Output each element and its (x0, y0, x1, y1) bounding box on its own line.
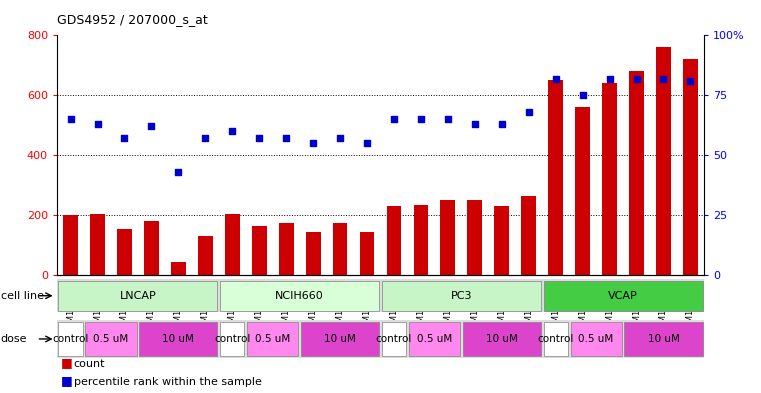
Text: VCAP: VCAP (608, 291, 638, 301)
Point (280, 135, 292, 141)
Bar (463, 322, 541, 356)
Bar (543, 322, 568, 356)
Text: PC3: PC3 (451, 291, 472, 301)
Bar (495, 206, 509, 275)
Bar (220, 322, 244, 356)
Bar (59, 322, 83, 356)
Bar (59, 281, 218, 311)
Point (442, 116, 454, 122)
Text: LNCAP: LNCAP (119, 291, 156, 301)
Bar (413, 205, 428, 275)
Text: control: control (537, 334, 574, 344)
Bar (543, 281, 702, 311)
Text: 0.5 uM: 0.5 uM (417, 334, 452, 344)
Point (65, 116, 77, 122)
Bar (139, 322, 218, 356)
Bar (575, 107, 590, 275)
Text: 10 uM: 10 uM (486, 334, 517, 344)
Text: control: control (53, 334, 89, 344)
Text: 0.5 uM: 0.5 uM (94, 334, 129, 344)
Bar (224, 214, 240, 275)
Point (549, 75, 562, 82)
Bar (198, 236, 213, 275)
Text: cell line: cell line (1, 291, 44, 301)
Text: 10 uM: 10 uM (648, 334, 680, 344)
Bar (90, 214, 105, 275)
Bar (382, 281, 541, 311)
Text: GDS4952 / 207000_s_at: GDS4952 / 207000_s_at (57, 13, 208, 26)
Point (469, 121, 481, 127)
Point (172, 169, 184, 175)
Bar (247, 322, 298, 356)
Point (253, 135, 266, 141)
Point (334, 135, 346, 141)
Point (145, 123, 158, 130)
Point (658, 75, 670, 82)
Bar (521, 196, 537, 275)
Point (684, 78, 696, 84)
Bar (683, 59, 698, 275)
Text: NCIH660: NCIH660 (275, 291, 324, 301)
Point (523, 109, 535, 115)
Bar (656, 47, 671, 275)
Text: count: count (74, 360, 105, 369)
Point (199, 135, 212, 141)
Text: ■: ■ (61, 356, 72, 369)
Point (119, 135, 131, 141)
Text: 10 uM: 10 uM (162, 334, 194, 344)
Text: 10 uM: 10 uM (324, 334, 356, 344)
Point (577, 92, 589, 98)
Text: control: control (376, 334, 412, 344)
Point (91, 121, 103, 127)
Bar (467, 200, 482, 275)
Text: 0.5 uM: 0.5 uM (255, 334, 290, 344)
Bar (382, 322, 406, 356)
Point (361, 140, 373, 146)
Point (495, 121, 508, 127)
Text: 0.5 uM: 0.5 uM (578, 334, 613, 344)
Bar (409, 322, 460, 356)
Bar (220, 281, 379, 311)
Bar (360, 231, 374, 275)
Bar (279, 223, 294, 275)
Bar (144, 221, 159, 275)
Bar (629, 71, 644, 275)
Point (388, 116, 400, 122)
Point (307, 140, 319, 146)
Bar (171, 262, 186, 275)
Point (415, 116, 427, 122)
Point (603, 75, 616, 82)
Bar (625, 322, 702, 356)
Bar (387, 206, 401, 275)
Bar (306, 231, 320, 275)
Bar (252, 226, 266, 275)
Bar (301, 322, 379, 356)
Point (630, 75, 642, 82)
Bar (63, 215, 78, 275)
Text: control: control (214, 334, 250, 344)
Bar (117, 229, 132, 275)
Bar (548, 80, 563, 275)
Bar (602, 83, 617, 275)
Text: ■: ■ (61, 374, 72, 387)
Text: percentile rank within the sample: percentile rank within the sample (74, 377, 262, 387)
Bar (571, 322, 622, 356)
Text: dose: dose (1, 334, 27, 344)
Bar (333, 223, 348, 275)
Bar (441, 200, 455, 275)
Point (226, 128, 238, 134)
Bar (85, 322, 136, 356)
